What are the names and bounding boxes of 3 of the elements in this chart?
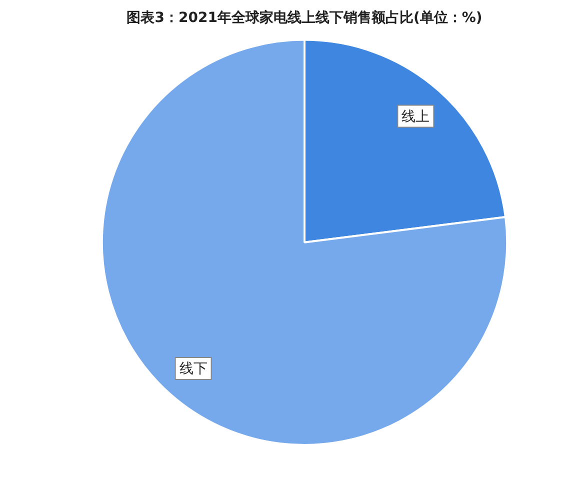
slice-label: 线下 (179, 361, 208, 378)
chart-title: 图表3：2021年全球家电线上线下销售额占比(单位：%) (126, 9, 482, 26)
slice-label: 线上 (402, 108, 430, 125)
